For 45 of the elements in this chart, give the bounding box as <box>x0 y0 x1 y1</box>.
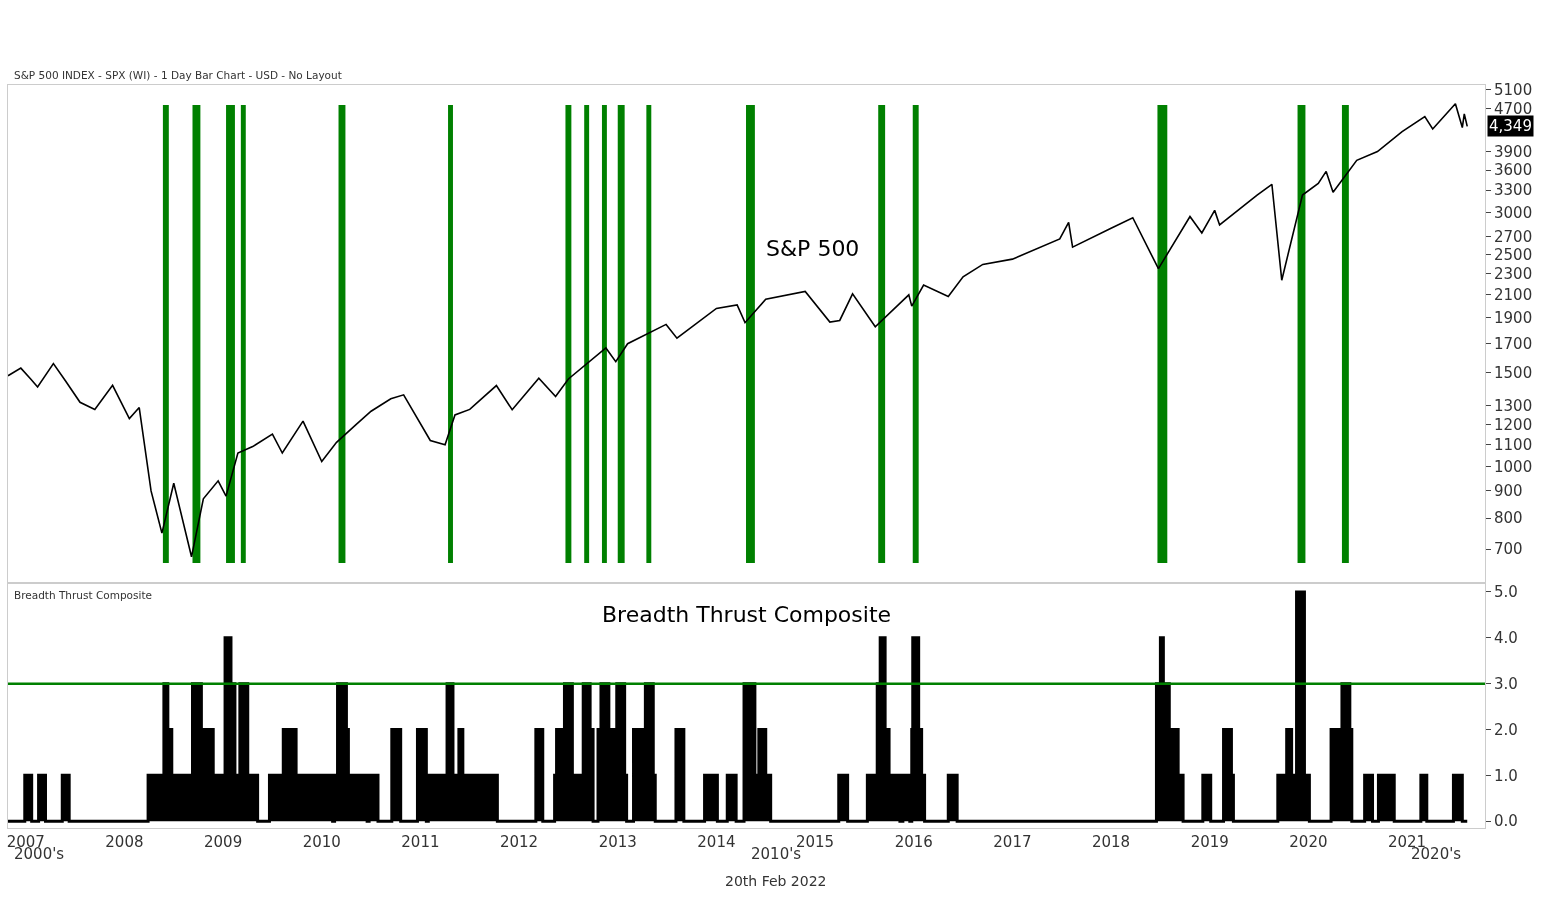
chart-title: S&P 500 INDEX - SPX (WI) - 1 Day Bar Chart - USD - No Layout <box>14 69 342 81</box>
y-tick-label: 5100 <box>1494 80 1533 99</box>
annotation: Breadth Thrust Composite <box>602 602 892 627</box>
y-tick-label: 1100 <box>1494 435 1533 454</box>
series-label: S&P 500 <box>766 236 860 261</box>
y-tick-label: 1900 <box>1494 309 1533 328</box>
x-tick-label: 2017 <box>993 833 1032 851</box>
x-tick-label: 2008 <box>105 833 144 851</box>
x-tick-label: 2012 <box>499 833 539 851</box>
x-tick-label: 2018 <box>1091 833 1131 851</box>
y-tick-label: 4.0 <box>1494 629 1518 648</box>
y-tick-label: 0.0 <box>1494 812 1518 831</box>
x-tick-label: 2011 <box>401 833 440 851</box>
x-tick-label: 2013 <box>598 833 637 851</box>
x-tick-label: 2009 <box>204 833 243 851</box>
y-tick-label: 3900 <box>1494 142 1533 161</box>
y-tick-label: 2700 <box>1494 227 1533 246</box>
text: Breadth Thrust Composite <box>14 589 152 601</box>
x-tick-label: 2019 <box>1190 833 1229 851</box>
y-tick-label: 3.0 <box>1494 674 1518 693</box>
y-tick-label: 700 <box>1494 540 1523 559</box>
y-tick-label: 4700 <box>1494 99 1533 118</box>
y-tick-label: 1.0 <box>1494 766 1518 785</box>
x-tick-label: 2016 <box>894 833 933 851</box>
x-tick-label: 2010 <box>302 833 341 851</box>
y-tick-label: 1700 <box>1494 334 1533 353</box>
y-tick-label: 1500 <box>1494 363 1533 382</box>
y-tick-label: 2.0 <box>1494 720 1518 739</box>
y-tick-label: 3600 <box>1494 161 1533 180</box>
y-tick-label: 2500 <box>1494 245 1533 264</box>
line-series <box>8 102 1469 558</box>
y-tick-label: 1300 <box>1494 397 1533 416</box>
text: 20th Feb 2022 <box>725 873 827 889</box>
y-tick-label: 5.0 <box>1494 583 1518 602</box>
y-tick-label: 1200 <box>1494 415 1533 434</box>
y-tick-label: 1000 <box>1494 457 1533 476</box>
y-tick-label: 2100 <box>1494 286 1533 305</box>
y-tick-label: 3000 <box>1494 203 1533 222</box>
annotation: 4,349 <box>1489 117 1532 135</box>
y-tick-label: 900 <box>1494 482 1523 501</box>
x-tick-label: 2014 <box>697 833 736 851</box>
y-tick-label: 3300 <box>1494 181 1533 200</box>
x-tick-label: 2020 <box>1289 833 1328 851</box>
y-tick-label: 2300 <box>1494 265 1533 284</box>
y-tick-label: 800 <box>1494 509 1523 528</box>
